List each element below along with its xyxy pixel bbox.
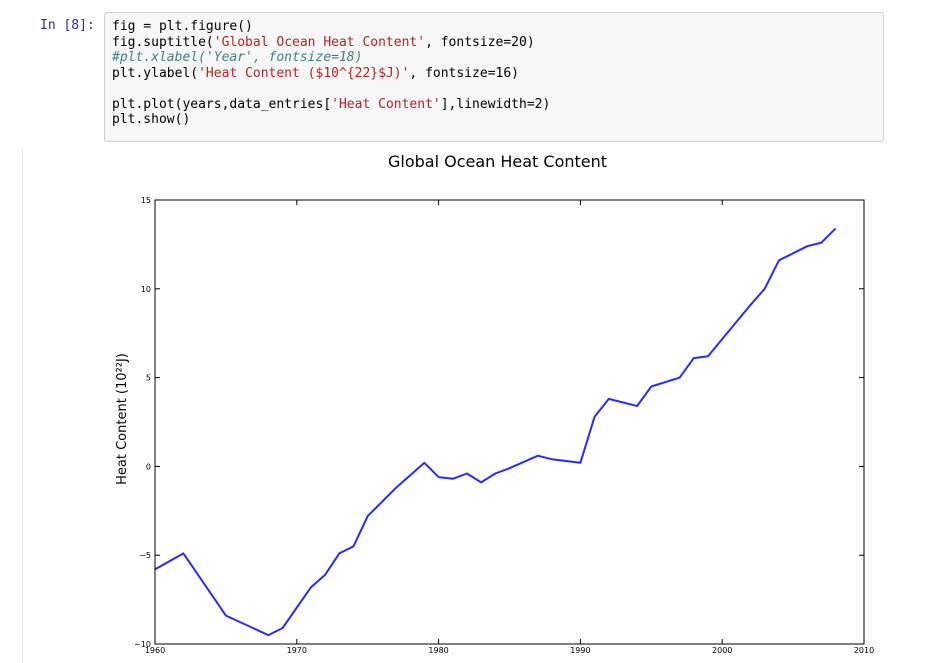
code-line: plt.ylabel('Heat Content ($10^{22}$J)', …	[112, 66, 519, 81]
plot-frame	[154, 199, 865, 645]
series-line	[154, 227, 837, 637]
y-tick-label: 0	[146, 462, 151, 471]
code-token: fig.suptitle(	[112, 34, 214, 50]
code-token: plt.ylabel(	[112, 65, 199, 81]
code-string: 'Heat Content ($10^{22}$J)'	[198, 65, 410, 81]
code-editor[interactable]: fig = plt.figure() fig.suptitle('Global …	[112, 19, 550, 128]
chart-title: Global Ocean Heat Content	[387, 152, 608, 171]
output-area	[22, 148, 949, 663]
code-token: plt.plot(years,data_entries[	[112, 96, 332, 112]
code-line: fig = plt.figure()	[112, 19, 253, 34]
x-tick-label: 1980	[428, 646, 448, 655]
y-tick-label: 10	[141, 285, 151, 294]
code-token: , fontsize=16)	[409, 65, 519, 81]
y-tick-label: −5	[139, 551, 151, 560]
code-token: , fontsize=20)	[425, 34, 535, 50]
input-prompt: In [8]:	[40, 18, 95, 33]
y-axis-label: Heat Content (10²²J)	[115, 353, 130, 485]
code-input-area[interactable]: fig = plt.figure() fig.suptitle('Global …	[104, 12, 884, 142]
y-tick-label: −10	[134, 640, 151, 649]
x-tick-label: 1970	[287, 646, 307, 655]
code-line: plt.show()	[112, 112, 190, 127]
code-token: plt.show()	[112, 112, 191, 127]
code-string: 'Heat Content'	[331, 96, 441, 112]
code-string: 'Global Ocean Heat Content'	[213, 34, 426, 50]
code-line: plt.plot(years,data_entries['Heat Conten…	[112, 97, 550, 112]
x-tick-label: 1990	[570, 646, 590, 655]
y-tick-label: 5	[146, 374, 151, 383]
x-tick-label: 2000	[712, 646, 732, 655]
x-tick-label: 1960	[145, 646, 165, 655]
code-comment: #plt.xlabel('Year', fontsize=18)	[112, 50, 363, 65]
code-token: fig = plt.figure()	[112, 19, 253, 34]
x-tick-label: 2010	[854, 646, 874, 655]
code-line: #plt.xlabel('Year', fontsize=18)	[112, 50, 362, 65]
y-tick-label: 15	[141, 196, 151, 205]
code-line: fig.suptitle('Global Ocean Heat Content'…	[112, 35, 535, 50]
code-token: ],linewidth=2)	[440, 96, 551, 112]
